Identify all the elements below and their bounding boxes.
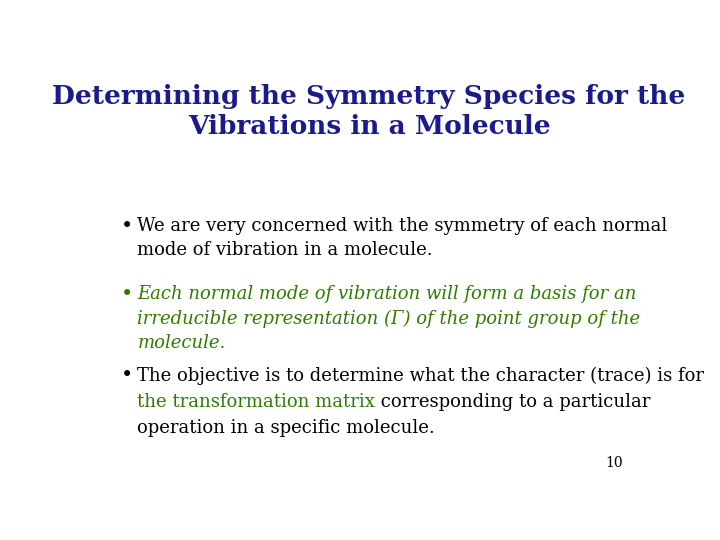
- Text: Each normal mode of vibration will form a basis for an
irreducible representatio: Each normal mode of vibration will form …: [138, 285, 641, 352]
- Text: the transformation matrix: the transformation matrix: [138, 393, 375, 411]
- Text: 10: 10: [606, 456, 623, 470]
- Text: Determining the Symmetry Species for the
Vibrations in a Molecule: Determining the Symmetry Species for the…: [53, 84, 685, 139]
- Text: corresponding to a particular: corresponding to a particular: [375, 393, 651, 411]
- Text: •: •: [121, 366, 133, 385]
- Text: We are very concerned with the symmetry of each normal
mode of vibration in a mo: We are very concerned with the symmetry …: [138, 217, 667, 259]
- Text: •: •: [121, 285, 133, 304]
- Text: operation in a specific molecule.: operation in a specific molecule.: [138, 419, 435, 437]
- Text: •: •: [121, 217, 133, 235]
- Text: The objective is to determine what the character (trace) is for: The objective is to determine what the c…: [138, 366, 704, 384]
